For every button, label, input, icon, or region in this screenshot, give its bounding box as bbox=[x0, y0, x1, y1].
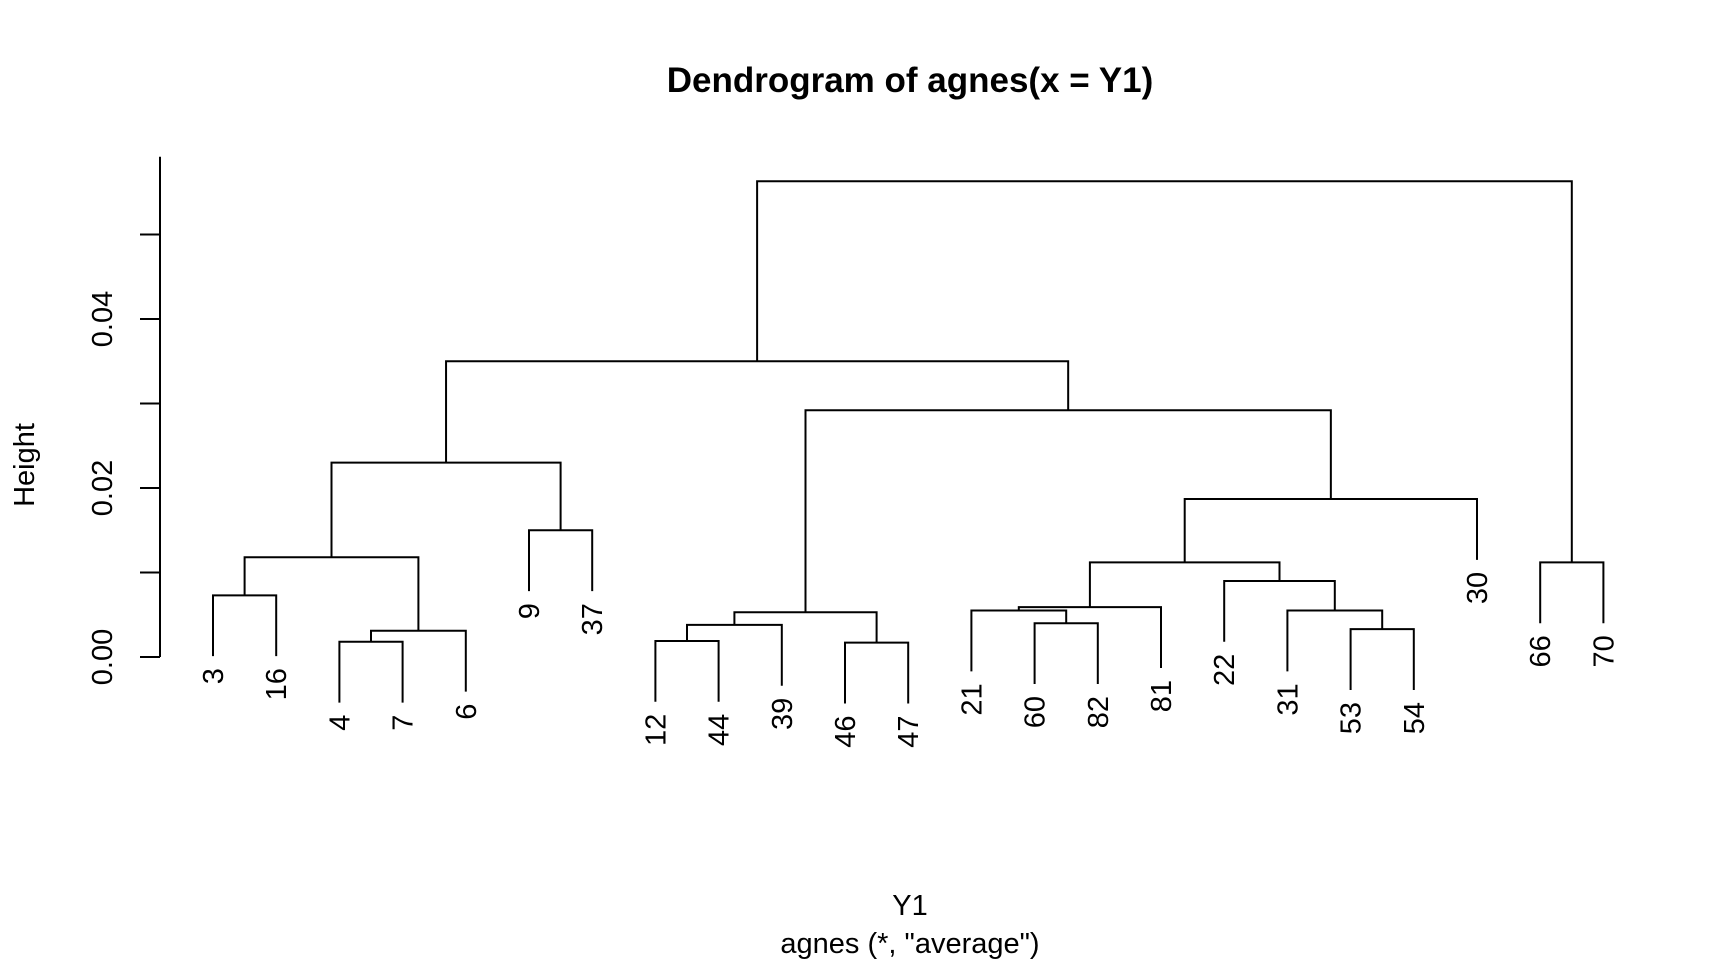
leaf-label-46: 46 bbox=[830, 715, 862, 747]
branch-m10 bbox=[733, 611, 878, 643]
branch-m8 bbox=[686, 623, 783, 686]
branch-m4 bbox=[243, 556, 420, 631]
leaf-label-4: 4 bbox=[324, 715, 356, 731]
branch-m17 bbox=[1088, 561, 1281, 608]
leaf-label-30: 30 bbox=[1462, 572, 1494, 604]
leaf-label-81: 81 bbox=[1146, 680, 1178, 712]
branch-m12 bbox=[970, 609, 1068, 672]
leaf-label-54: 54 bbox=[1399, 702, 1431, 734]
branch-m14 bbox=[1349, 628, 1415, 690]
branch-m9 bbox=[844, 641, 910, 704]
leaf-label-82: 82 bbox=[1083, 696, 1115, 728]
leaf-label-47: 47 bbox=[893, 715, 925, 747]
branch-m3 bbox=[212, 594, 278, 657]
chart-title: Dendrogram of agnes(x = Y1) bbox=[667, 61, 1154, 100]
branch-m15 bbox=[1286, 609, 1384, 672]
leaf-label-16: 16 bbox=[261, 668, 293, 700]
branch-m6 bbox=[330, 461, 562, 558]
leaf-label-53: 53 bbox=[1336, 702, 1368, 734]
branch-m5 bbox=[528, 529, 594, 592]
leaf-label-21: 21 bbox=[956, 683, 988, 715]
branch-m1 bbox=[338, 640, 404, 703]
branch-m13 bbox=[1017, 606, 1162, 668]
leaf-label-37: 37 bbox=[577, 603, 609, 635]
leaf-label-12: 12 bbox=[640, 714, 672, 746]
y-axis: 0.00 0.02 0.04 bbox=[87, 156, 161, 685]
dendrogram-branches bbox=[212, 180, 1605, 704]
branch-m22 bbox=[756, 180, 1573, 563]
leaf-label-9: 9 bbox=[514, 603, 546, 619]
y-tick-label-2: 0.02 bbox=[87, 460, 119, 516]
leaf-label-66: 66 bbox=[1525, 635, 1557, 667]
y-tick-label-4: 0.04 bbox=[87, 291, 119, 347]
branch-m7 bbox=[654, 639, 720, 702]
leaf-label-44: 44 bbox=[704, 714, 736, 746]
leaf-label-7: 7 bbox=[388, 715, 420, 731]
x-axis-sublabel: agnes (*, "average") bbox=[780, 928, 1039, 960]
leaf-label-39: 39 bbox=[767, 698, 799, 730]
leaf-label-22: 22 bbox=[1209, 654, 1241, 686]
leaf-label-31: 31 bbox=[1272, 683, 1304, 715]
branch-m2 bbox=[370, 629, 467, 692]
leaf-label-3: 3 bbox=[198, 668, 230, 684]
branch-m21 bbox=[1539, 561, 1605, 624]
leaf-label-6: 6 bbox=[451, 704, 483, 720]
y-axis-label: Height bbox=[9, 423, 41, 507]
branch-m20 bbox=[445, 360, 1070, 463]
leaf-label-60: 60 bbox=[1020, 696, 1052, 728]
branch-m11 bbox=[1033, 622, 1099, 685]
x-axis-label: Y1 bbox=[892, 890, 927, 922]
y-tick-label-0: 0.00 bbox=[87, 629, 119, 685]
leaf-label-70: 70 bbox=[1588, 635, 1620, 667]
branch-m18 bbox=[1183, 497, 1478, 563]
